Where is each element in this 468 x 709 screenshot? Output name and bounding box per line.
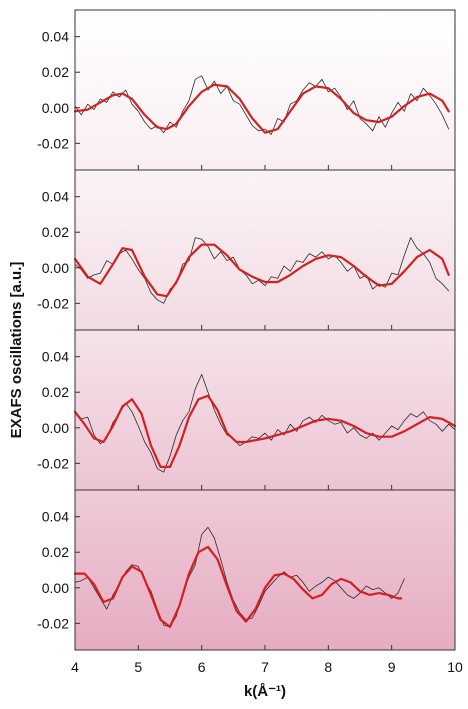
y-tick-label: 0.00: [42, 420, 69, 436]
y-tick-label: 0.02: [42, 224, 69, 240]
y-tick-label: 0.04: [42, 349, 69, 365]
x-axis-title: k(Å⁻¹): [244, 683, 286, 700]
y-tick-label: 0.04: [42, 509, 69, 525]
y-tick-label: 0.02: [42, 64, 69, 80]
y-tick-label: -0.02: [37, 615, 69, 631]
panel-background: [75, 490, 455, 650]
x-tick-label: 5: [134, 659, 142, 675]
y-tick-label: -0.02: [37, 295, 69, 311]
y-axis-title: EXAFS oscillations [a.u.]: [8, 262, 25, 439]
x-tick-label: 8: [324, 659, 332, 675]
x-tick-label: 7: [261, 659, 269, 675]
panel-background: [75, 170, 455, 330]
y-tick-label: 0.00: [42, 100, 69, 116]
fit-line: [73, 394, 457, 468]
experimental-line: [74, 374, 456, 473]
x-tick-label: 4: [71, 659, 79, 675]
x-tick-label: 9: [388, 659, 396, 675]
x-tick-label: 10: [447, 659, 463, 675]
x-axis-tick-labels: 4 5 6 7 8 9 10: [71, 659, 463, 675]
fit-line: [73, 243, 450, 298]
y-tick-label: 0.04: [42, 189, 69, 205]
panel-frame: [74, 489, 456, 651]
y-tick-label: 0.02: [42, 544, 69, 560]
panels-layer: 0.040.020.00-0.020.040.020.00-0.020.040.…: [37, 9, 457, 651]
y-tick-label: 0.00: [42, 580, 69, 596]
panel-1: 0.04 0.02 0.00 -0.02: [37, 9, 456, 171]
panel-background: [75, 330, 455, 490]
y-tick-label: -0.02: [37, 455, 69, 471]
x-tick-label: 6: [198, 659, 206, 675]
panel-3: 0.04 0.02 0.00 -0.02: [37, 329, 457, 491]
panel-4: 0.04 0.02 0.00 -0.02: [37, 489, 456, 651]
fit-line: [73, 545, 403, 628]
fit-line: [73, 83, 450, 134]
y-tick-label: 0.04: [42, 29, 69, 45]
panel-background: [75, 10, 455, 170]
y-tick-label: 0.00: [42, 260, 69, 276]
y-tick-label: 0.02: [42, 384, 69, 400]
experimental-line: [74, 526, 405, 628]
panel-2: 0.04 0.02 0.00 -0.02: [37, 169, 456, 331]
y-tick-label: -0.02: [37, 135, 69, 151]
